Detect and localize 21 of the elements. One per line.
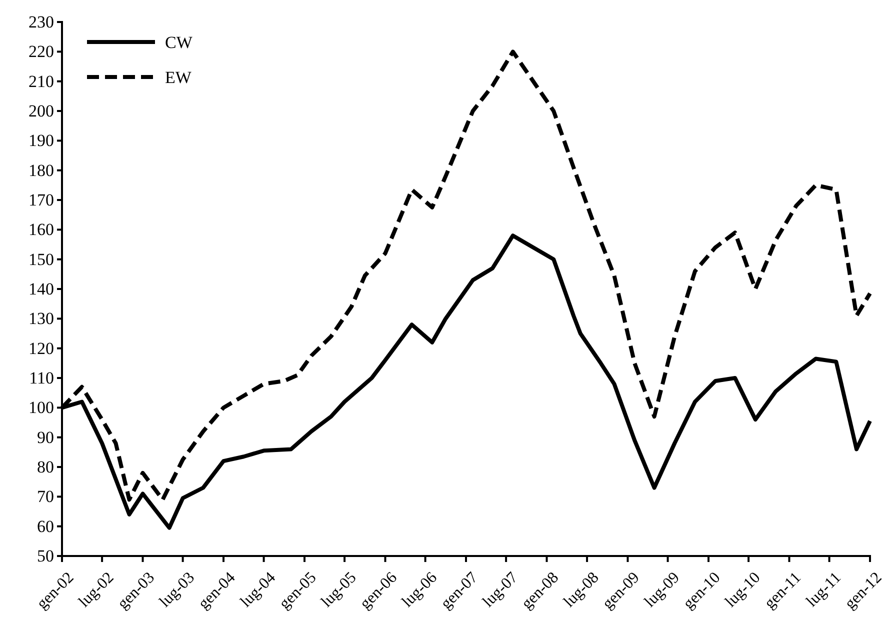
y-tick-label: 230 <box>28 12 54 32</box>
y-tick-label: 190 <box>28 131 54 150</box>
y-tick-label: 160 <box>28 220 54 240</box>
y-tick-label: 180 <box>28 160 54 180</box>
legend-label: CW <box>165 33 194 52</box>
y-tick-label: 210 <box>28 72 54 91</box>
y-tick-label: 150 <box>28 250 54 269</box>
y-tick-label: 110 <box>29 368 54 388</box>
y-tick-label: 50 <box>37 546 54 566</box>
y-tick-label: 140 <box>28 279 54 298</box>
y-tick-label: 60 <box>37 516 54 536</box>
y-tick-label: 90 <box>37 428 54 447</box>
y-tick-label: 120 <box>28 338 54 358</box>
y-tick-label: 130 <box>28 309 54 328</box>
y-tick-label: 170 <box>28 190 54 210</box>
y-tick-label: 80 <box>37 457 54 476</box>
y-tick-label: 220 <box>28 42 54 62</box>
legend-label: EW <box>165 68 192 87</box>
y-tick-label: 200 <box>28 101 54 120</box>
y-tick-label: 70 <box>37 487 54 506</box>
y-tick-label: 100 <box>28 398 54 418</box>
